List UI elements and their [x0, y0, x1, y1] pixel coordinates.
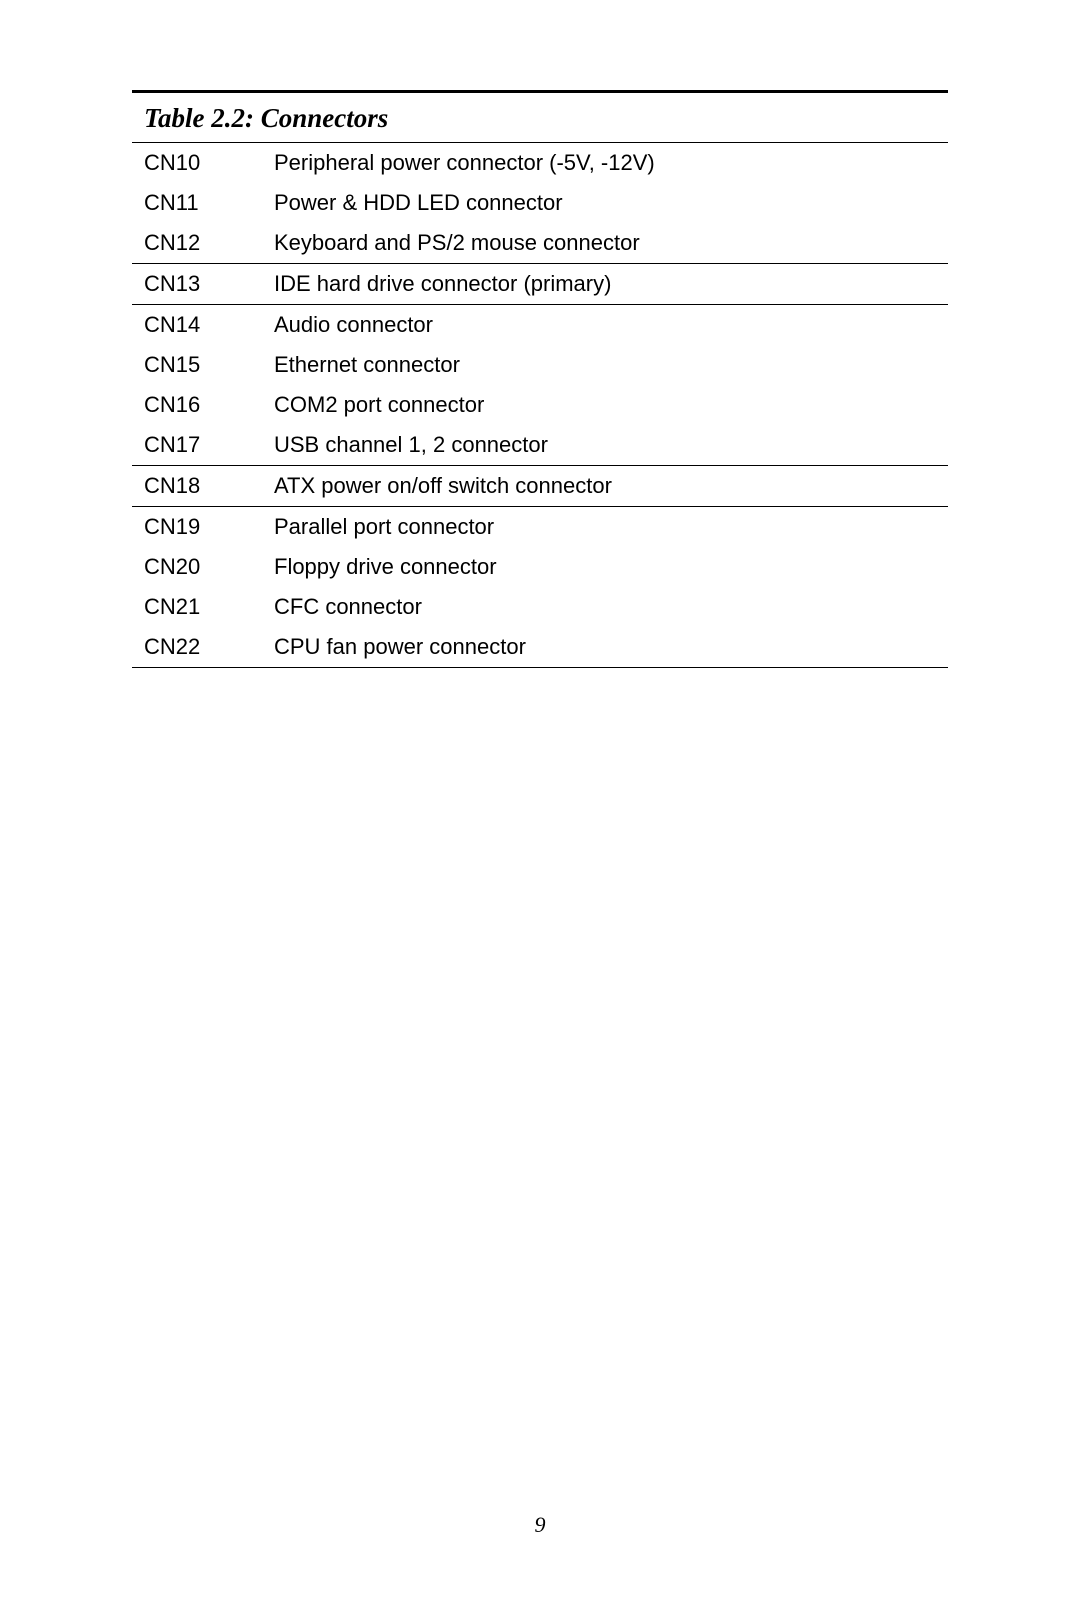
page-number: 9 — [0, 1512, 1080, 1538]
connector-id: CN22 — [132, 627, 262, 668]
table-row: CN11Power & HDD LED connector — [132, 183, 948, 223]
table-row: CN15Ethernet connector — [132, 345, 948, 385]
connector-description: ATX power on/off switch connector — [262, 466, 948, 507]
table-row: CN20Floppy drive connector — [132, 547, 948, 587]
table-row: CN21CFC connector — [132, 587, 948, 627]
connector-description: Keyboard and PS/2 mouse connector — [262, 223, 948, 264]
connector-description: Parallel port connector — [262, 507, 948, 548]
table-row: CN19Parallel port connector — [132, 507, 948, 548]
connector-description: Floppy drive connector — [262, 547, 948, 587]
connector-description: COM2 port connector — [262, 385, 948, 425]
connector-description: CPU fan power connector — [262, 627, 948, 668]
connector-description: Audio connector — [262, 305, 948, 346]
connector-description: CFC connector — [262, 587, 948, 627]
page: Table 2.2: Connectors CN10Peripheral pow… — [0, 0, 1080, 1618]
table-row: CN17USB channel 1, 2 connector — [132, 425, 948, 466]
table-row: CN22CPU fan power connector — [132, 627, 948, 668]
connectors-table: Table 2.2: Connectors CN10Peripheral pow… — [132, 90, 948, 668]
connector-id: CN19 — [132, 507, 262, 548]
connector-id: CN16 — [132, 385, 262, 425]
table-title-row: Table 2.2: Connectors — [132, 92, 948, 143]
connector-description: IDE hard drive connector (primary) — [262, 264, 948, 305]
table-row: CN12Keyboard and PS/2 mouse connector — [132, 223, 948, 264]
table-row: CN18ATX power on/off switch connector — [132, 466, 948, 507]
connector-description: Ethernet connector — [262, 345, 948, 385]
connector-id: CN11 — [132, 183, 262, 223]
connector-id: CN17 — [132, 425, 262, 466]
table-row: CN14Audio connector — [132, 305, 948, 346]
table-title: Table 2.2: Connectors — [132, 92, 948, 143]
connector-id: CN18 — [132, 466, 262, 507]
connector-id: CN12 — [132, 223, 262, 264]
connector-id: CN14 — [132, 305, 262, 346]
connector-description: USB channel 1, 2 connector — [262, 425, 948, 466]
table-row: CN10Peripheral power connector (-5V, -12… — [132, 143, 948, 184]
connector-description: Peripheral power connector (-5V, -12V) — [262, 143, 948, 184]
connector-id: CN13 — [132, 264, 262, 305]
table-row: CN13IDE hard drive connector (primary) — [132, 264, 948, 305]
table-row: CN16COM2 port connector — [132, 385, 948, 425]
connector-id: CN21 — [132, 587, 262, 627]
connector-id: CN10 — [132, 143, 262, 184]
connector-description: Power & HDD LED connector — [262, 183, 948, 223]
connector-id: CN15 — [132, 345, 262, 385]
connector-id: CN20 — [132, 547, 262, 587]
